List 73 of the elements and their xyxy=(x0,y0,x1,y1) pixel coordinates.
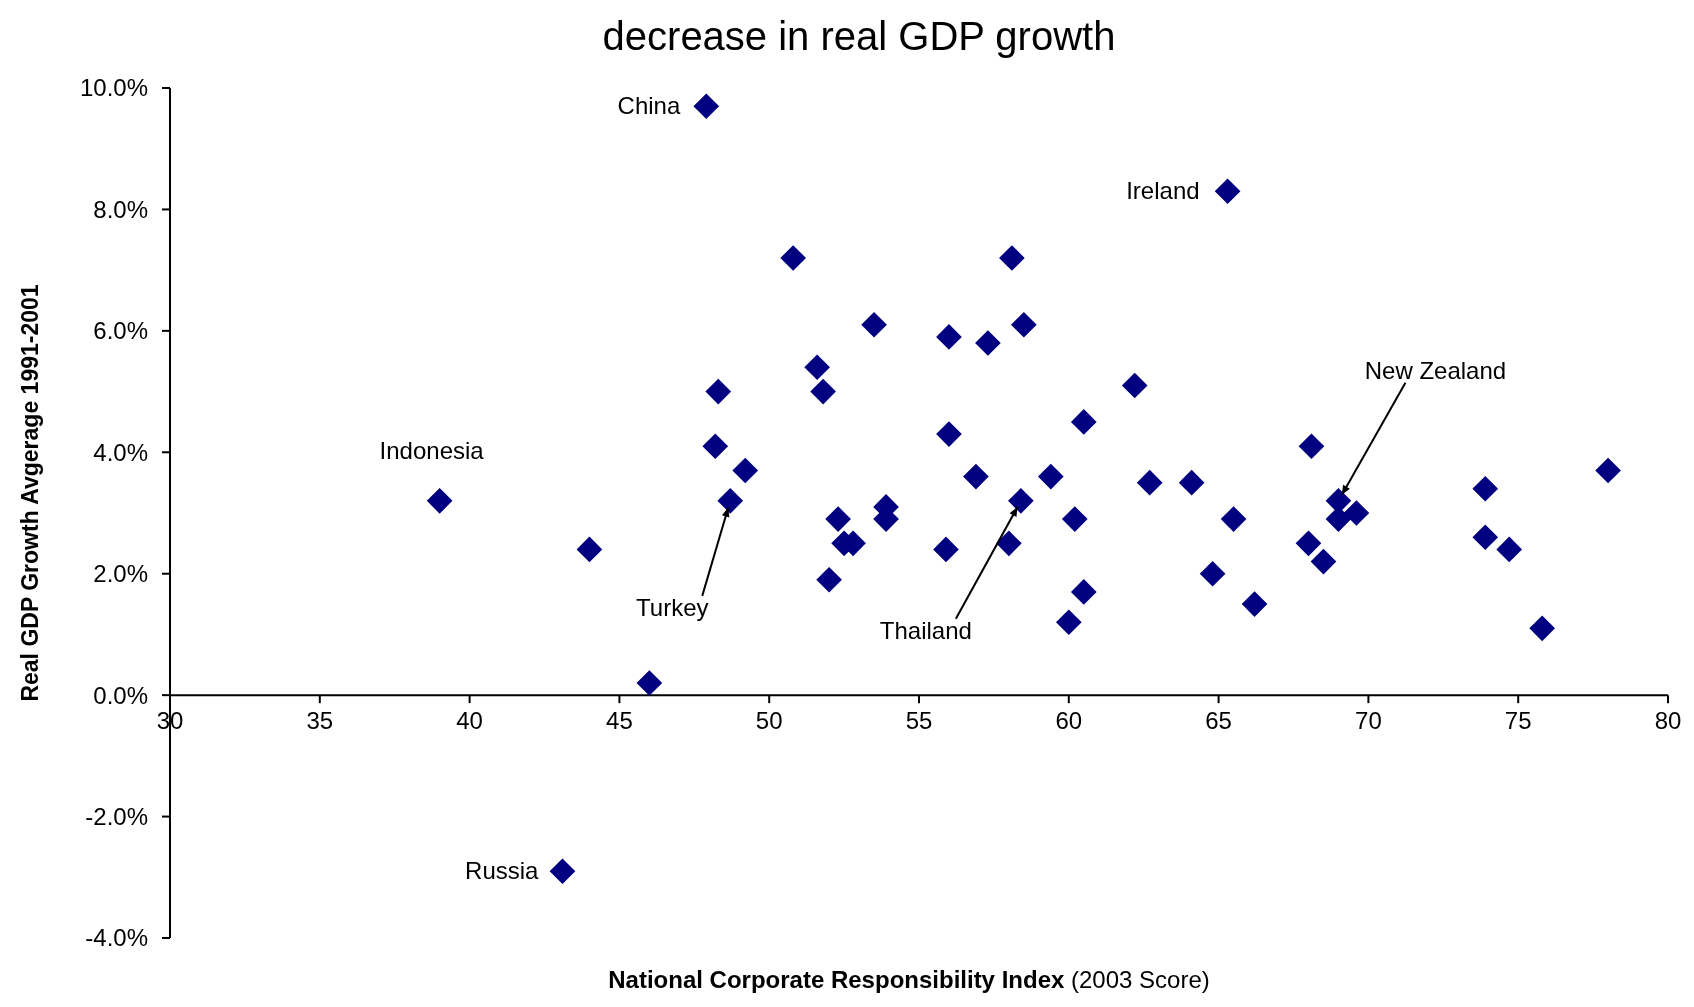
point xyxy=(693,93,720,120)
x-tick-label: 75 xyxy=(1504,707,1532,735)
chart-title: decrease in real GDP growth xyxy=(602,14,1116,58)
point xyxy=(861,311,887,338)
point xyxy=(1496,536,1523,563)
point xyxy=(1199,560,1226,587)
point xyxy=(732,457,759,484)
point xyxy=(1529,615,1555,642)
x-tick-label: 70 xyxy=(1355,707,1382,735)
annotation: Indonesia xyxy=(379,436,485,464)
point xyxy=(936,421,962,447)
point xyxy=(1295,530,1322,557)
x-tick-label: 55 xyxy=(905,707,933,735)
point xyxy=(426,488,453,514)
annotation: Russia xyxy=(465,857,540,885)
point xyxy=(963,463,989,490)
point xyxy=(549,858,576,885)
y-tick-label: 8.0% xyxy=(93,195,148,223)
point xyxy=(702,433,729,460)
x-tick-label: 40 xyxy=(456,707,483,735)
annotation: Thailand xyxy=(879,616,972,644)
point xyxy=(1310,548,1337,575)
x-tick-label: 35 xyxy=(306,707,334,735)
point xyxy=(636,670,663,696)
point xyxy=(810,378,836,405)
y-axis-title: Real GDP Growth Avgerage 1991-2001 xyxy=(17,284,43,702)
x-tick-label: 80 xyxy=(1654,707,1682,735)
point xyxy=(1298,433,1325,460)
point xyxy=(1121,372,1148,399)
point xyxy=(1070,579,1097,605)
point xyxy=(1037,463,1064,490)
point xyxy=(1008,488,1034,514)
y-tick-label: -4.0% xyxy=(85,924,148,952)
annotation: New Zealand xyxy=(1364,356,1507,384)
point xyxy=(1070,409,1097,435)
y-tick-label: 10.0% xyxy=(79,74,148,102)
annotation: Turkey xyxy=(636,593,709,621)
point xyxy=(1011,311,1037,338)
point xyxy=(1178,469,1205,496)
point xyxy=(975,330,1001,356)
y-tick-label: 2.0% xyxy=(93,560,148,588)
y-tick-label: 6.0% xyxy=(93,317,148,345)
x-tick-label: 50 xyxy=(755,707,783,735)
y-tick-label: 4.0% xyxy=(93,438,148,466)
point xyxy=(576,536,603,563)
x-tick-label: 65 xyxy=(1205,707,1232,735)
point xyxy=(996,530,1022,557)
point xyxy=(816,566,842,593)
point xyxy=(1472,524,1499,551)
point xyxy=(717,488,744,514)
point xyxy=(705,378,732,405)
annotation: China xyxy=(617,92,681,120)
point xyxy=(1214,178,1241,205)
point xyxy=(1061,506,1088,532)
point xyxy=(1241,591,1268,617)
point xyxy=(1472,475,1499,502)
point xyxy=(933,536,959,563)
x-tick-label: 45 xyxy=(606,707,633,735)
point xyxy=(1220,506,1247,532)
point xyxy=(1595,457,1621,484)
x-tick-label: 60 xyxy=(1055,707,1083,735)
point xyxy=(936,324,962,350)
annotation: Ireland xyxy=(1126,177,1200,205)
point xyxy=(1136,469,1163,496)
x-axis-title: National Corporate Responsibility Index (2003 Score) xyxy=(608,966,1210,993)
y-tick-label: 0.0% xyxy=(93,681,148,709)
point xyxy=(999,245,1025,271)
point xyxy=(780,245,806,271)
point xyxy=(804,354,830,381)
y-tick-label: -2.0% xyxy=(85,802,148,830)
point xyxy=(825,506,851,532)
point xyxy=(1055,609,1082,636)
point xyxy=(1343,500,1370,526)
